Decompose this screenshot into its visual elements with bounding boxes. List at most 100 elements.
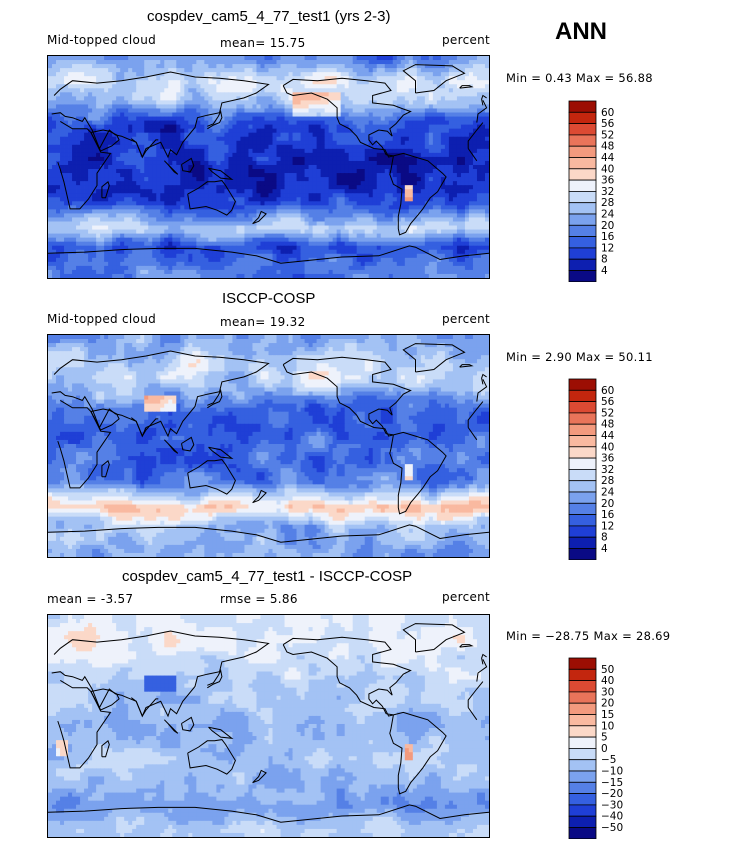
field-cell bbox=[272, 169, 277, 174]
field-cell bbox=[280, 181, 285, 186]
field-cell bbox=[400, 144, 406, 150]
field-cell bbox=[80, 128, 85, 134]
field-cell bbox=[104, 96, 109, 101]
field-cell bbox=[244, 96, 249, 101]
field-cell bbox=[260, 120, 265, 126]
field-cell bbox=[432, 229, 438, 234]
field-cell bbox=[200, 217, 205, 222]
field-cell bbox=[48, 68, 53, 73]
field-cell bbox=[412, 56, 418, 61]
field-cell bbox=[68, 128, 73, 134]
field-cell bbox=[128, 120, 133, 126]
field-cell bbox=[188, 88, 193, 93]
field-cell bbox=[436, 181, 442, 186]
field-cell bbox=[468, 80, 474, 85]
field-cell bbox=[72, 229, 77, 234]
field-cell bbox=[420, 132, 426, 138]
field-cell bbox=[304, 185, 309, 190]
field-cell bbox=[340, 84, 346, 89]
field-cell bbox=[68, 197, 73, 202]
field-cell bbox=[184, 112, 189, 117]
field-cell bbox=[132, 80, 137, 85]
field-cell bbox=[420, 217, 426, 222]
field-cell bbox=[104, 205, 109, 210]
field-cell bbox=[172, 80, 177, 85]
field-cell bbox=[212, 156, 217, 162]
field-cell bbox=[352, 68, 358, 73]
field-cell bbox=[132, 144, 137, 150]
field-cell bbox=[64, 68, 69, 73]
field-cell bbox=[288, 197, 293, 202]
field-cell bbox=[480, 64, 486, 69]
field-cell bbox=[396, 56, 402, 61]
field-cell bbox=[216, 201, 221, 206]
field-cell bbox=[84, 221, 89, 226]
field-cell bbox=[84, 100, 89, 105]
field-cell bbox=[304, 132, 309, 138]
field-cell bbox=[328, 76, 334, 81]
field-cell bbox=[336, 185, 342, 190]
field-cell bbox=[408, 92, 414, 97]
field-cell bbox=[476, 221, 482, 226]
field-cell bbox=[180, 233, 185, 239]
field-cell bbox=[448, 169, 454, 174]
field-cell bbox=[68, 193, 73, 198]
field-cell bbox=[276, 148, 281, 154]
field-cell bbox=[200, 100, 205, 105]
field-cell bbox=[376, 136, 382, 142]
field-cell bbox=[180, 160, 185, 166]
field-cell bbox=[388, 112, 394, 117]
field-cell bbox=[400, 136, 406, 142]
field-cell bbox=[120, 100, 125, 105]
field-cell bbox=[320, 120, 326, 126]
field-cell bbox=[136, 229, 141, 234]
field-cell bbox=[68, 189, 73, 194]
field-cell bbox=[372, 88, 378, 93]
field-cell bbox=[380, 84, 386, 89]
field-cell bbox=[80, 96, 85, 101]
field-cell bbox=[84, 92, 89, 97]
field-cell bbox=[276, 124, 281, 130]
field-cell bbox=[340, 88, 346, 93]
field-cell bbox=[176, 189, 181, 194]
field-cell bbox=[192, 177, 197, 182]
field-cell bbox=[336, 160, 342, 166]
field-cell bbox=[120, 140, 125, 146]
field-cell bbox=[72, 64, 77, 69]
field-cell bbox=[176, 56, 181, 61]
field-cell bbox=[308, 177, 313, 182]
field-cell bbox=[128, 237, 133, 243]
field-cell bbox=[68, 56, 73, 61]
field-cell bbox=[208, 144, 213, 150]
field-cell bbox=[364, 84, 370, 89]
field-cell bbox=[352, 152, 358, 158]
field-cell bbox=[340, 92, 346, 97]
field-cell bbox=[464, 221, 470, 226]
field-cell bbox=[212, 173, 217, 178]
field-cell bbox=[148, 148, 153, 154]
field-cell bbox=[432, 189, 438, 194]
field-cell bbox=[400, 132, 406, 138]
field-cell bbox=[196, 136, 201, 142]
field-cell bbox=[444, 112, 450, 117]
field-cell bbox=[268, 233, 273, 239]
field-cell bbox=[444, 88, 450, 93]
field-cell bbox=[152, 136, 157, 142]
field-cell bbox=[408, 201, 414, 206]
field-cell bbox=[164, 60, 169, 65]
field-cell bbox=[200, 128, 205, 134]
field-cell bbox=[440, 217, 446, 222]
field-cell bbox=[292, 164, 297, 170]
field-cell bbox=[288, 140, 293, 146]
field-cell bbox=[464, 213, 470, 218]
field-cell bbox=[476, 225, 482, 230]
field-cell bbox=[124, 197, 129, 202]
field-cell bbox=[244, 148, 249, 154]
field-cell bbox=[188, 128, 193, 134]
field-cell bbox=[424, 193, 430, 198]
field-cell bbox=[416, 60, 422, 65]
field-cell bbox=[192, 116, 197, 121]
field-cell bbox=[124, 108, 129, 113]
field-cell bbox=[264, 132, 269, 138]
field-cell bbox=[92, 197, 97, 202]
